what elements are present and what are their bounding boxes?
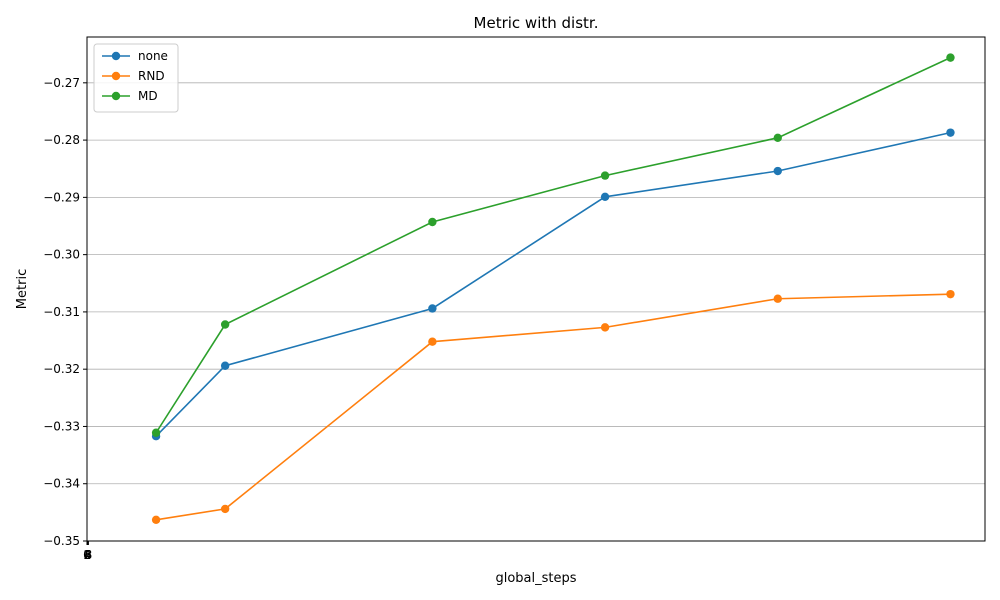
y-tick-label: −0.35 [43, 534, 80, 548]
data-point [428, 337, 437, 346]
data-point [773, 166, 782, 176]
data-point [428, 304, 437, 313]
y-tick-label: −0.34 [43, 477, 80, 491]
legend-marker [111, 91, 121, 101]
series-line [155, 293, 951, 521]
y-tick-label: −0.27 [43, 76, 80, 90]
y-tick-label: −0.30 [43, 248, 80, 262]
series-rnd [151, 289, 955, 525]
y-tick-label: −0.33 [43, 419, 80, 433]
x-tick-label: 6 [84, 548, 92, 562]
y-tick-label: −0.28 [43, 133, 80, 147]
legend-item-rnd: RND [102, 69, 165, 83]
legend-label: none [138, 49, 168, 63]
data-point [600, 192, 610, 201]
legend-item-none: none [102, 49, 168, 63]
data-point [773, 133, 782, 142]
series-line [155, 131, 951, 437]
data-point [946, 289, 955, 299]
y-tick-label: −0.29 [43, 190, 80, 204]
x-tick-label: 4 [84, 548, 92, 562]
legend-marker [111, 51, 121, 61]
y-tick-label: −0.32 [43, 362, 80, 376]
data-point [428, 217, 437, 227]
data-point [946, 53, 955, 62]
legend: none RND MD [93, 43, 179, 113]
data-point [946, 128, 955, 137]
x-tick-label: 0 [83, 548, 91, 562]
data-point [600, 323, 610, 332]
series-line [155, 56, 951, 434]
x-axis-title: global_steps [495, 571, 576, 586]
legend-item-md: MD [102, 89, 158, 103]
y-axis: −0.35 −0.34 −0.33 −0.32 −0.31 −0.30 −0.29 −0.28… [43, 76, 87, 548]
x-tick-label: 8 [85, 548, 93, 562]
data-point [773, 294, 782, 303]
data-point [220, 504, 230, 514]
plot-area-frame [86, 36, 986, 542]
legend-marker [111, 71, 121, 81]
legend-label: RND [138, 69, 165, 83]
series-md [151, 53, 955, 437]
data-point [220, 361, 230, 370]
data-point [220, 320, 230, 329]
data-point [600, 171, 610, 180]
chart-title: Metric with distr. [474, 14, 599, 32]
series-layer [151, 53, 955, 525]
y-axis-title: Metric [15, 269, 30, 309]
y-tick-label: −0.31 [43, 305, 80, 319]
legend-label: MD [138, 89, 158, 103]
data-point [151, 515, 161, 525]
x-tick-label: 2 [84, 548, 92, 562]
data-point [151, 428, 161, 437]
